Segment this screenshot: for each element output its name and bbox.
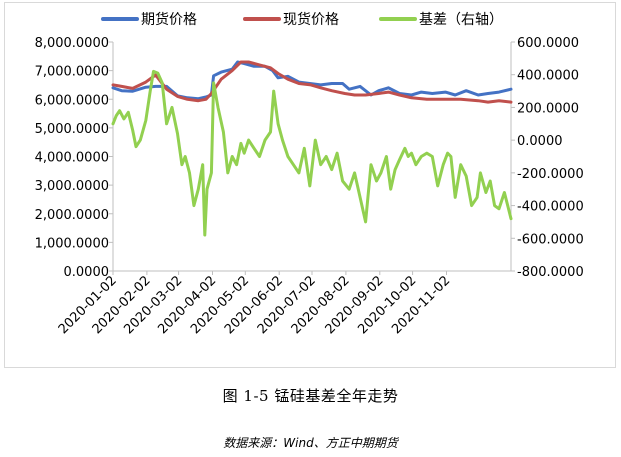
left-axis-ticks: 0.0000 1,000.0000 2,000.0000 3,000.0000 4,00… [35,36,113,280]
right-tick-label: -600.0000 [517,232,584,247]
legend: 期货价格 现货价格 基差（右轴） [101,11,503,28]
right-tick-label: 200.0000 [517,101,579,116]
left-tick-label: 5,000.0000 [35,122,109,137]
right-axis-ticks: -800.0000 -600.0000 -400.0000 -200.0000 0.00… [511,36,584,280]
left-tick-label: 3,000.0000 [35,179,109,194]
right-tick-label: 600.0000 [517,36,579,51]
right-tick-label: -200.0000 [517,167,584,182]
left-tick-label: 6,000.0000 [35,93,109,108]
legend-label-2: 现货价格 [283,11,339,28]
right-tick-label: -800.0000 [517,265,584,280]
left-tick-label: 7,000.0000 [35,65,109,80]
right-tick-label: 0.0000 [517,134,563,149]
left-tick-label: 8,000.0000 [35,36,109,51]
figure-caption: 图 1-5 锰硅基差全年走势 [222,387,399,405]
legend-label-1: 期货价格 [141,11,197,28]
right-tick-label: 400.0000 [517,69,579,84]
left-tick-label: 2,000.0000 [35,208,109,223]
right-tick-label: -400.0000 [517,200,584,215]
series-line-3 [111,69,513,237]
legend-label-3: 基差（右轴） [419,11,503,28]
data-source: 数据来源：Wind、方正中期期货 [223,436,398,450]
left-tick-label: 1,000.0000 [35,236,109,251]
x-axis-ticks: 2020-01-022020-02-022020-03-022020-04-02… [56,271,453,337]
plot-lines [111,60,513,237]
left-tick-label: 0.0000 [64,265,110,280]
axes [112,42,512,272]
series-line-2 [111,60,513,104]
left-tick-label: 4,000.0000 [35,151,109,166]
chart: 期货价格 现货价格 基差（右轴） 0.0000 1,000.0000 2,000.000… [35,11,584,337]
